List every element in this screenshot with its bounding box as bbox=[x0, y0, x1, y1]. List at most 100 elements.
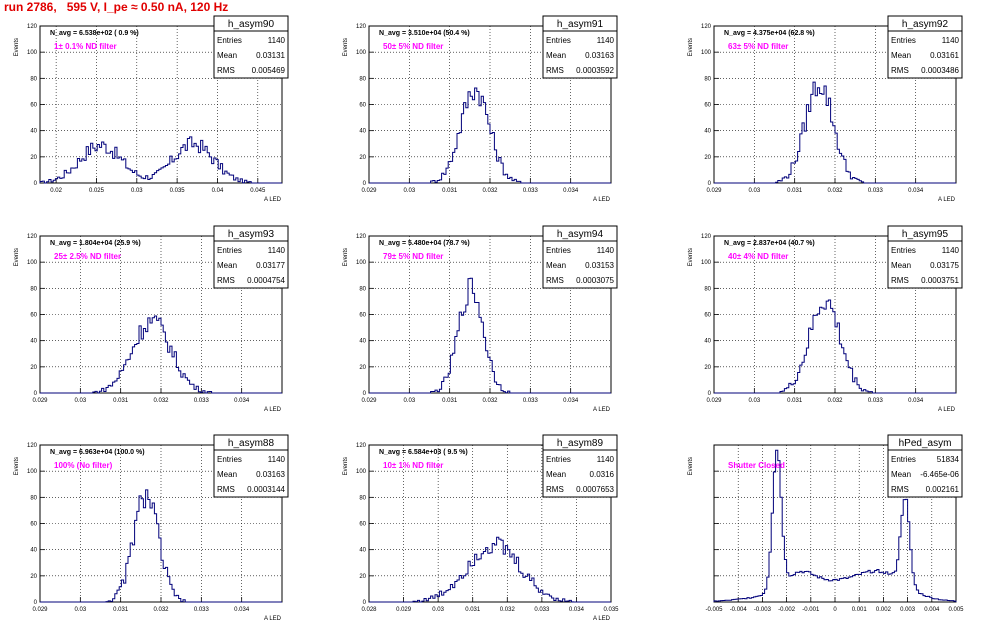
x-tick-label: 0.033 bbox=[868, 398, 884, 404]
filter-label: 50± 5% ND filter bbox=[383, 42, 443, 51]
stats-value: 1140 bbox=[942, 36, 960, 45]
stats-key: Mean bbox=[891, 470, 911, 479]
histogram-curve bbox=[39, 136, 282, 184]
y-tick-label: 100 bbox=[27, 469, 38, 475]
x-axis-label: A LED bbox=[264, 197, 282, 203]
y-tick-label: 40 bbox=[30, 339, 37, 345]
x-tick-label: -0.001 bbox=[802, 607, 820, 613]
stats-key: RMS bbox=[546, 276, 564, 285]
x-axis-label: A LED bbox=[264, 616, 282, 622]
y-axis-label: Events bbox=[343, 457, 349, 475]
stats-value: 0.03163 bbox=[585, 51, 614, 60]
stats-value: 1140 bbox=[268, 455, 286, 464]
run-header: run 2786, 595 V, I_pe ≈ 0.50 nA, 120 Hz bbox=[4, 0, 229, 14]
stats-key: Mean bbox=[546, 51, 566, 60]
stats-key: RMS bbox=[217, 485, 235, 494]
stats-title: h_asym90 bbox=[228, 19, 275, 30]
panel-h_asym89: 0.028 0.029 0.03 0.031 0.032 0.033 0.034 0.035 0… bbox=[343, 434, 619, 622]
stats-box bbox=[887, 15, 963, 79]
x-tick-label: 0.033 bbox=[194, 398, 210, 404]
y-tick-label: 20 bbox=[704, 365, 711, 371]
stats-value: 0.0003144 bbox=[247, 485, 285, 494]
panel-h_asym94: 0.029 0.03 0.031 0.032 0.033 0.034 0 20 40 60 80 10… bbox=[343, 225, 618, 413]
y-axis-label: Events bbox=[688, 248, 694, 266]
y-tick-label: 40 bbox=[359, 548, 366, 554]
x-tick-label: 0.031 bbox=[787, 398, 803, 404]
stats-title: h_asym88 bbox=[228, 438, 275, 449]
x-tick-label: 0.033 bbox=[194, 607, 210, 613]
stats-box bbox=[887, 225, 963, 289]
y-tick-label: 60 bbox=[704, 313, 711, 319]
x-tick-label: 0.003 bbox=[900, 607, 916, 613]
x-tick-label: 0.029 bbox=[361, 398, 377, 404]
y-tick-label: 100 bbox=[701, 50, 712, 56]
x-axis-label: A LED bbox=[593, 407, 611, 413]
stats-value: 0.0316 bbox=[590, 470, 615, 479]
histogram-curve bbox=[713, 449, 957, 602]
stats-box bbox=[542, 434, 618, 498]
x-tick-label: 0.004 bbox=[924, 607, 940, 613]
y-tick-label: 20 bbox=[359, 155, 366, 161]
stats-value: 0.0003486 bbox=[921, 66, 959, 75]
stats-title: h_asym89 bbox=[557, 438, 604, 449]
stats-title: h_asym94 bbox=[557, 229, 604, 240]
x-axis-label: A LED bbox=[938, 197, 956, 203]
y-tick-label: 0 bbox=[34, 600, 38, 606]
stats-key: Entries bbox=[217, 36, 242, 45]
histogram-curve bbox=[369, 87, 611, 184]
stats-value: 0.03153 bbox=[585, 261, 614, 270]
x-tick-label: 0.02 bbox=[50, 188, 62, 194]
navg-label: N_avg = 2.837e+04 (40.7 %) bbox=[724, 240, 815, 247]
stats-value: 51834 bbox=[937, 455, 960, 464]
stats-value: 0.0003751 bbox=[921, 276, 959, 285]
x-tick-label: 0.03 bbox=[403, 398, 415, 404]
panel-h_asym91: 0.029 0.03 0.031 0.032 0.033 0.034 0 20 40 60 80 10… bbox=[343, 15, 618, 203]
y-tick-label: 0 bbox=[363, 181, 367, 187]
x-tick-label: 0.028 bbox=[361, 607, 377, 613]
stats-key: Mean bbox=[546, 470, 566, 479]
x-tick-label: 0.035 bbox=[170, 188, 186, 194]
y-tick-label: 60 bbox=[359, 522, 366, 528]
stats-value: 0.03175 bbox=[930, 261, 959, 270]
y-tick-label: 60 bbox=[359, 313, 366, 319]
histogram-curve bbox=[714, 299, 956, 394]
y-tick-label: 20 bbox=[359, 574, 366, 580]
stats-title: h_asym93 bbox=[228, 229, 275, 240]
navg-label: N_avg = 4.375e+04 (62.8 %) bbox=[724, 30, 815, 37]
y-tick-label: 20 bbox=[359, 365, 366, 371]
stats-value: 0.03177 bbox=[256, 261, 285, 270]
navg-label: N_avg = 6.538e+02 ( 0.9 %) bbox=[50, 30, 139, 37]
panel-h_asym93: 0.029 0.03 0.031 0.032 0.033 0.034 0 20 40 60 80 10… bbox=[14, 225, 289, 413]
stats-key: RMS bbox=[217, 66, 235, 75]
x-tick-label: 0.034 bbox=[908, 398, 924, 404]
stats-box bbox=[213, 15, 289, 79]
navg-label: N_avg = 5.480e+04 (78.7 %) bbox=[379, 240, 470, 247]
stats-key: Mean bbox=[546, 261, 566, 270]
x-tick-label: 0.034 bbox=[563, 188, 579, 194]
x-tick-label: 0.031 bbox=[465, 607, 481, 613]
filter-label: 100% (No filter) bbox=[54, 461, 113, 470]
stats-title: h_asym95 bbox=[902, 229, 949, 240]
x-tick-label: 0.031 bbox=[113, 398, 129, 404]
x-tick-label: 0.032 bbox=[827, 398, 843, 404]
y-tick-label: 60 bbox=[704, 103, 711, 109]
y-tick-label: 120 bbox=[701, 24, 712, 30]
panel-h_asym92: 0.029 0.03 0.031 0.032 0.033 0.034 0 20 40 60 80 10… bbox=[688, 15, 963, 203]
stats-value: 0.0004754 bbox=[247, 276, 285, 285]
stats-key: Entries bbox=[546, 455, 571, 464]
x-tick-label: 0.005 bbox=[948, 607, 964, 613]
y-tick-label: 80 bbox=[359, 76, 366, 82]
y-tick-label: 120 bbox=[356, 234, 367, 240]
x-tick-label: 0.031 bbox=[113, 607, 129, 613]
stats-value: 1140 bbox=[597, 36, 615, 45]
y-axis-label: Events bbox=[14, 38, 20, 56]
y-tick-label: 60 bbox=[30, 103, 37, 109]
y-tick-label: 80 bbox=[30, 76, 37, 82]
y-tick-label: 100 bbox=[27, 50, 38, 56]
x-tick-label: 0.03 bbox=[432, 607, 444, 613]
y-tick-label: 20 bbox=[30, 574, 37, 580]
x-tick-label: 0 bbox=[833, 607, 837, 613]
y-tick-label: 100 bbox=[356, 50, 367, 56]
stats-key: Entries bbox=[891, 246, 916, 255]
filter-label: 40± 4% ND filter bbox=[728, 252, 788, 261]
